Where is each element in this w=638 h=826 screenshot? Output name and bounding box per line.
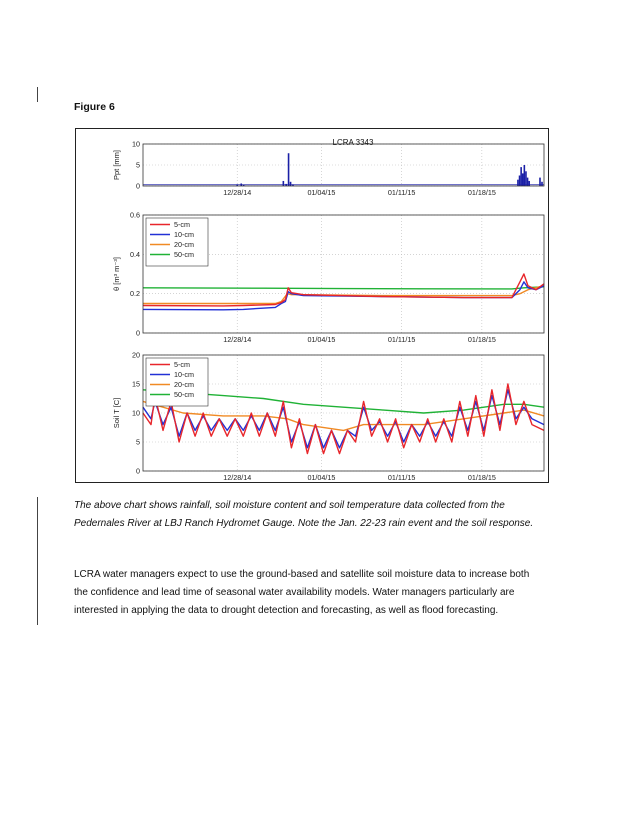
precip-panel: 12/28/14 01/04/15 01/11/15 01/18/15 0 5 10 Ppt …	[112, 140, 545, 197]
x-tick-label: 01/04/15	[307, 473, 335, 482]
precip-bar	[541, 181, 543, 186]
precip-bar	[518, 175, 521, 186]
series-line-5-cm	[142, 273, 545, 307]
precip-bar	[526, 177, 529, 186]
legend-entry: 50-cm	[174, 390, 194, 399]
x-tick-label: 01/04/15	[307, 335, 335, 344]
x-tick-label: 12/28/14	[223, 188, 251, 197]
series-line-20-cm	[142, 400, 545, 432]
y-tick-label: 10	[132, 140, 140, 149]
y-tick-label: 0.4	[130, 250, 140, 259]
legend-entry: 5-cm	[174, 220, 190, 229]
paragraph-line: interested in applying the data to droug…	[74, 605, 499, 616]
precip-bar	[287, 153, 290, 186]
precip-bar	[289, 181, 292, 186]
legend-entry: 20-cm	[174, 240, 194, 249]
plot-frame	[142, 143, 545, 187]
chart-title: LCRA 3343	[333, 138, 374, 147]
paragraph-line: the confidence and lead time of seasonal…	[74, 587, 515, 598]
precip-bar	[523, 165, 526, 186]
series-line-10-cm	[142, 281, 545, 311]
figure-label: Figure 6	[74, 101, 115, 113]
y-tick-label: 10	[132, 409, 140, 418]
legend-entry: 20-cm	[174, 380, 194, 389]
chart-svg: LCRA 3343 12/28/14 01/04/15 01/11/15 01/18/…	[112, 138, 545, 482]
paragraph-line: LCRA water managers expect to use the gr…	[74, 569, 530, 580]
figure-frame: LCRA 3343 12/28/14 01/04/15 01/11/15 01/18/…	[75, 128, 549, 483]
x-tick-label: 01/18/15	[468, 188, 496, 197]
y-tick-label: 5	[136, 161, 140, 170]
x-tick-label: 01/18/15	[468, 473, 496, 482]
figure-caption: The above chart shows rainfall, soil moi…	[74, 497, 564, 533]
y-axis-label: θ [m³ m⁻³]	[112, 257, 121, 291]
y-tick-label: 15	[132, 380, 140, 389]
legend-entry: 5-cm	[174, 360, 190, 369]
precip-bar	[282, 180, 285, 186]
x-tick-label: 12/28/14	[223, 473, 251, 482]
series-line-50-cm	[142, 286, 545, 290]
x-tick-label: 01/11/15	[388, 335, 415, 344]
legend-entry: 10-cm	[174, 230, 194, 239]
y-tick-label: 0	[136, 329, 140, 338]
precip-bar	[528, 180, 530, 186]
precip-bar	[521, 173, 524, 186]
y-tick-label: 0.2	[130, 289, 140, 298]
precip-bar	[292, 184, 294, 186]
y-tick-label: 0.6	[130, 211, 140, 220]
caption-line: The above chart shows rainfall, soil moi…	[74, 500, 505, 511]
caption-line: Pedernales River at LBJ Ranch Hydromet G…	[74, 518, 534, 529]
legend-entry: 10-cm	[174, 370, 194, 379]
y-tick-label: 0	[136, 182, 140, 191]
soiltemp-panel: 12/28/14 01/04/15 01/11/15 01/18/15 0 5 10 15 20…	[112, 351, 545, 482]
x-tick-label: 01/11/15	[388, 188, 415, 197]
body-paragraph: LCRA water managers expect to use the gr…	[74, 566, 564, 620]
moisture-panel: 12/28/14 01/04/15 01/11/15 01/18/15 0 0.2 0.4 0…	[112, 211, 545, 344]
y-tick-label: 20	[132, 351, 140, 360]
y-axis-label: Soil T [C]	[112, 398, 121, 429]
precip-bar	[539, 177, 541, 186]
revision-bar-top	[37, 87, 38, 102]
legend-box	[145, 357, 209, 407]
y-axis-label: Ppt [mm]	[112, 150, 121, 180]
precip-bar	[520, 167, 522, 186]
precip-bar	[236, 184, 239, 186]
plot-frame	[142, 354, 545, 472]
x-tick-label: 01/18/15	[468, 335, 496, 344]
legend-entry: 50-cm	[174, 250, 194, 259]
y-tick-label: 5	[136, 438, 140, 447]
plot-frame	[142, 214, 545, 334]
precip-bar	[517, 179, 519, 186]
x-tick-label: 12/28/14	[223, 335, 251, 344]
x-tick-label: 01/11/15	[388, 473, 415, 482]
precip-bar	[242, 184, 245, 186]
series-line-5-cm	[142, 383, 545, 455]
revision-bar-bottom	[37, 497, 38, 625]
y-tick-label: 0	[136, 467, 140, 476]
legend-box	[145, 217, 209, 267]
precip-bar	[525, 171, 527, 186]
x-tick-label: 01/04/15	[307, 188, 335, 197]
